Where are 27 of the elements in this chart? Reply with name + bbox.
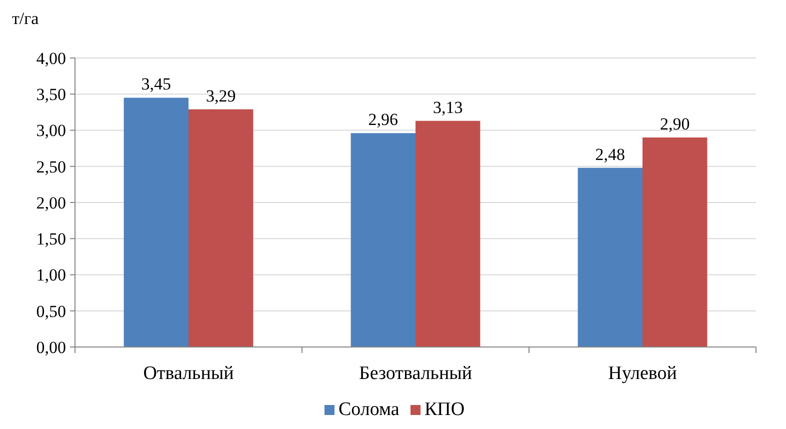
bar: [416, 120, 480, 347]
y-tick-label: 1,50: [36, 230, 66, 249]
y-tick-label: 0,50: [36, 302, 66, 321]
y-tick-label: 4,00: [36, 48, 66, 68]
data-label: 3,45: [141, 74, 172, 94]
bar: [578, 168, 642, 347]
bar: [124, 98, 188, 347]
y-tick-label: 2,50: [36, 157, 66, 176]
y-tick-label: 3,50: [36, 85, 66, 104]
data-label: 2,90: [660, 114, 690, 134]
x-tick-label: Отвальный: [143, 363, 234, 384]
data-label: 3,13: [432, 98, 463, 117]
x-tick-label: Нулевой: [608, 363, 677, 384]
bar: [642, 137, 708, 347]
data-label: 3,29: [206, 86, 236, 106]
data-label: 2,48: [595, 144, 626, 164]
bar: [350, 133, 416, 347]
y-axis-title: т/га: [12, 9, 40, 28]
y-tick-label: 3,00: [36, 121, 66, 140]
x-tick-label: Безотвальный: [358, 363, 472, 384]
legend-label: КПО: [424, 399, 465, 420]
y-tick-label: 0,00: [36, 338, 66, 357]
data-label: 2,96: [368, 110, 398, 130]
legend-label: Солома: [338, 399, 400, 420]
y-tick-label: 1,00: [36, 266, 66, 285]
bar: [188, 109, 254, 347]
y-tick-label: 2,00: [36, 193, 66, 212]
